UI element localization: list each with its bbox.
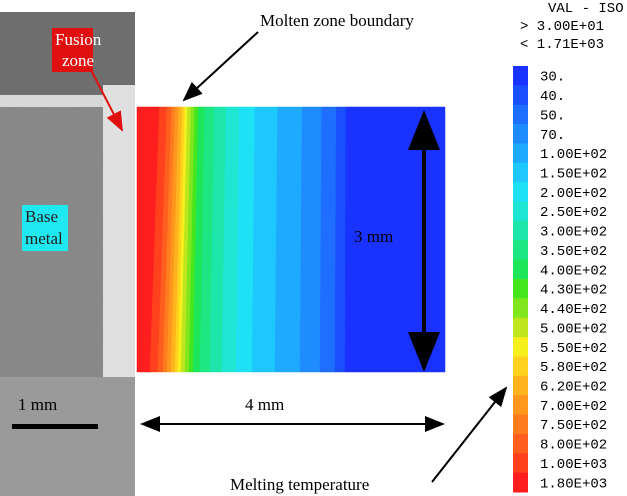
legend-label: 1.00E+02 [540, 147, 607, 163]
contour-band [334, 106, 347, 373]
melting-label: Melting temperature [230, 475, 369, 494]
contour-band [251, 106, 278, 373]
legend-swatch [513, 182, 528, 203]
legend-label: 7.50E+02 [540, 418, 607, 434]
legend-swatch [513, 472, 528, 493]
legend-swatch [513, 240, 528, 261]
contour-band [274, 106, 303, 373]
contour-band [235, 106, 256, 373]
legend-swatch [513, 356, 528, 377]
legend-label: 3.00E+02 [540, 225, 607, 241]
legend-label: 70. [540, 128, 565, 144]
legend-label: 7.00E+02 [540, 399, 607, 415]
legend-swatch [513, 337, 528, 357]
legend-swatch [513, 395, 528, 416]
scale-bar [12, 424, 98, 429]
contour-band [319, 106, 337, 373]
legend-swatch [513, 66, 528, 86]
legend-swatch [513, 201, 528, 222]
legend: 30. 40. 50. 70. 1.00E+02 1.50E+02 2.00E+02 2.50… [513, 66, 607, 493]
legend-label: 1.80E+03 [540, 476, 607, 492]
legend-header: VAL - ISO [548, 1, 624, 17]
height-label: 3 mm [354, 227, 393, 246]
base-label: metal [25, 229, 63, 248]
legend-label: 6.20E+02 [540, 380, 607, 396]
legend-label: 4.30E+02 [540, 283, 607, 299]
legend-label: 1.00E+03 [540, 457, 607, 473]
legend-swatch [513, 414, 528, 435]
legend-min: < 1.71E+03 [520, 37, 604, 53]
legend-label: 2.50E+02 [540, 205, 607, 221]
base-label: Base [25, 207, 58, 226]
fusion-label-box [52, 28, 93, 72]
legend-swatch [513, 220, 528, 241]
scale-label: 1 mm [18, 395, 57, 414]
arrow [182, 31, 259, 102]
legend-label: 4.40E+02 [540, 302, 607, 318]
legend-label: 5.00E+02 [540, 321, 607, 337]
fusion-label: Fusion [55, 30, 102, 49]
micrograph [0, 12, 135, 496]
width-label: 4 mm [245, 395, 284, 414]
legend-swatch [513, 433, 528, 454]
legend-label: 5.80E+02 [540, 360, 607, 376]
legend-max: > 3.00E+01 [520, 19, 604, 35]
fusion-label: zone [62, 51, 94, 70]
contour-plot [136, 106, 446, 373]
molten-label: Molten zone boundary [260, 11, 414, 30]
legend-swatch [513, 375, 528, 396]
legend-swatch [513, 143, 528, 164]
legend-swatch [513, 279, 528, 299]
legend-swatch [513, 317, 528, 338]
legend-label: 3.50E+02 [540, 244, 607, 260]
legend-label: 50. [540, 108, 565, 124]
legend-label: 40. [540, 89, 565, 105]
base-label-box [22, 205, 68, 251]
legend-label: 30. [540, 70, 565, 86]
legend-label: 4.00E+02 [540, 263, 607, 279]
legend-label: 2.00E+02 [540, 186, 607, 202]
contour-band [299, 106, 322, 373]
legend-label: 5.50E+02 [540, 341, 607, 357]
legend-swatch [513, 298, 528, 319]
legend-swatch [513, 124, 528, 144]
legend-label: 8.00E+02 [540, 438, 607, 454]
arrow [91, 71, 123, 132]
legend-swatch [513, 85, 528, 106]
legend-label: 1.50E+02 [540, 167, 607, 183]
legend-swatch [513, 453, 528, 474]
legend-swatch [513, 259, 528, 280]
legend-swatch [513, 104, 528, 125]
legend-swatch [513, 162, 528, 183]
arrow [431, 386, 508, 483]
